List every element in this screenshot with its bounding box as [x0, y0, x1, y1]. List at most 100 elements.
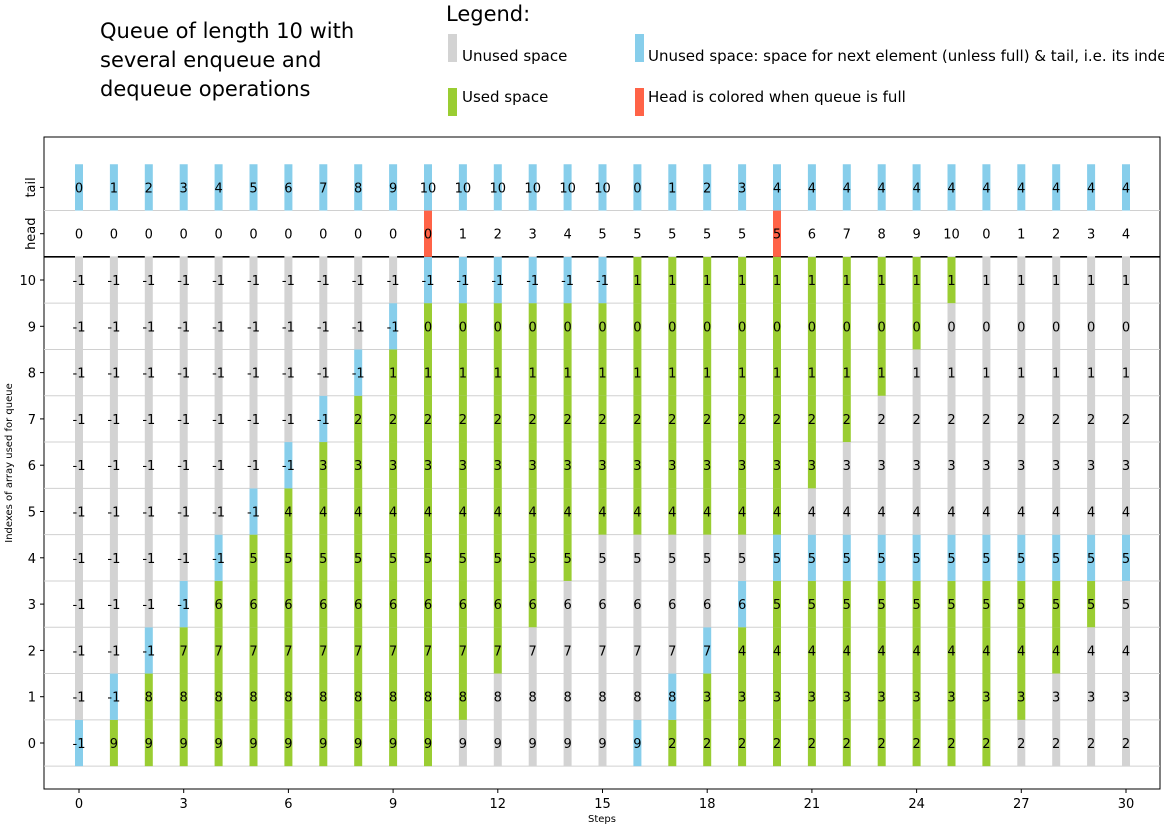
array-cell	[424, 534, 432, 581]
array-cell	[912, 719, 921, 767]
y-tick-label: 5	[28, 506, 36, 521]
array-cell-value: 8	[180, 691, 188, 706]
head-cell	[738, 210, 747, 257]
array-cell	[633, 580, 642, 628]
array-cell-value: -1	[422, 274, 435, 289]
array-cell-value: 5	[808, 552, 816, 567]
array-cell-value: 3	[668, 459, 676, 474]
array-cell-value: 4	[773, 644, 781, 659]
array-cell-value: 1	[947, 274, 955, 289]
array-cell-value: -1	[142, 459, 155, 474]
array-cell-value: -1	[247, 367, 260, 382]
array-cell-value: 6	[284, 598, 292, 613]
array-cell	[1017, 719, 1026, 767]
array-cell	[354, 395, 363, 443]
array-cell	[807, 488, 816, 535]
array-cell	[144, 488, 153, 535]
array-cell	[982, 673, 991, 720]
array-cell	[214, 395, 223, 443]
array-cell	[668, 673, 677, 720]
array-cell-value: 1	[1017, 274, 1025, 289]
head-value: 5	[703, 228, 711, 243]
array-cell	[668, 303, 677, 350]
x-tick-label: 15	[594, 797, 611, 812]
array-cell-value: -1	[73, 459, 86, 474]
array-cell-value: -1	[73, 413, 86, 428]
array-cell	[389, 673, 398, 720]
array-cell-value: 4	[808, 644, 816, 659]
array-cell	[773, 395, 781, 443]
array-cell	[563, 488, 572, 535]
legend-label-full-head: Head is colored when queue is full	[648, 88, 906, 106]
array-cell	[144, 442, 153, 489]
array-cell-value: 3	[738, 459, 746, 474]
array-cell-value: -1	[107, 506, 120, 521]
array-cell-value: 5	[633, 552, 641, 567]
array-cell-value: 5	[668, 552, 676, 567]
array-cell	[319, 534, 328, 581]
array-cell	[773, 580, 781, 628]
tail-value: 3	[738, 181, 746, 196]
tail-cell	[249, 164, 258, 211]
array-cell-value: 8	[494, 691, 502, 706]
array-cell-value: 3	[1017, 691, 1025, 706]
array-cell	[738, 627, 747, 674]
array-cell-value: 0	[1087, 320, 1095, 335]
tail-cell	[1122, 164, 1130, 211]
array-cell-value: -1	[352, 274, 365, 289]
array-cell-value: 0	[738, 320, 746, 335]
array-cell-value: 1	[982, 367, 990, 382]
array-cell-value: -1	[73, 691, 86, 706]
array-cell-value: 2	[878, 413, 886, 428]
array-cell-value: 2	[808, 737, 816, 752]
array-cell	[284, 256, 293, 304]
array-cell	[668, 580, 677, 628]
array-cell	[528, 627, 537, 674]
y-tick-label: 10	[19, 274, 36, 289]
array-cell	[1052, 580, 1061, 628]
tail-cell	[75, 164, 83, 211]
head-value: 0	[354, 228, 362, 243]
array-cell-value: 5	[808, 598, 816, 613]
array-cell-value: 0	[424, 320, 432, 335]
array-cell-value: -1	[142, 274, 155, 289]
head-cell	[75, 210, 83, 257]
array-cell-value: 1	[1052, 367, 1060, 382]
array-cell-value: 0	[703, 320, 711, 335]
array-cell-value: 4	[319, 506, 327, 521]
array-cell	[1122, 580, 1130, 628]
array-cell-value: 0	[598, 320, 606, 335]
array-cell-value: 1	[982, 274, 990, 289]
tail-cell	[563, 164, 572, 211]
array-cell	[982, 349, 991, 396]
array-cell	[354, 349, 363, 396]
array-cell-value: 2	[668, 737, 676, 752]
array-cell-value: -1	[107, 320, 120, 335]
array-cell	[738, 673, 747, 720]
head-value: 0	[180, 228, 188, 243]
array-cell-value: 5	[529, 552, 537, 567]
array-cell-value: 9	[389, 737, 397, 752]
head-cell	[842, 210, 851, 257]
array-cell	[284, 303, 293, 350]
array-cell-value: -1	[107, 274, 120, 289]
array-cell	[458, 349, 467, 396]
array-cell	[947, 580, 956, 628]
array-cell-value: 4	[912, 644, 920, 659]
array-cell-value: 2	[912, 737, 920, 752]
array-cell	[1087, 488, 1096, 535]
array-cell-value: 2	[633, 413, 641, 428]
y-tick-label: 7	[28, 413, 36, 428]
head-cell	[284, 210, 293, 257]
array-cell-value: 0	[494, 320, 502, 335]
head-cell	[214, 210, 223, 257]
array-cell-value: -1	[73, 320, 86, 335]
array-cell-value: 1	[529, 367, 537, 382]
array-cell	[528, 673, 537, 720]
array-cell	[179, 395, 188, 443]
array-cell	[179, 627, 188, 674]
array-cell-value: -1	[212, 274, 225, 289]
array-cell	[458, 488, 467, 535]
array-cell	[249, 256, 258, 304]
array-cell-value: 1	[494, 367, 502, 382]
